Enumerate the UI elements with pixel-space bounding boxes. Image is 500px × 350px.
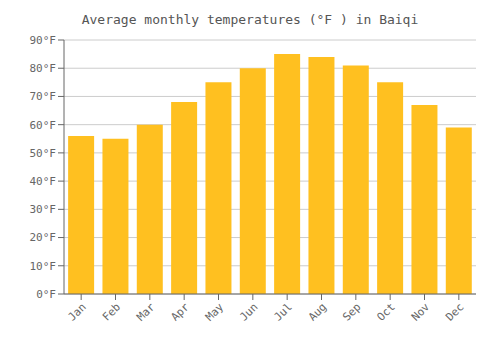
- svg-text:Oct: Oct: [375, 300, 398, 323]
- svg-text:May: May: [203, 300, 227, 324]
- svg-text:Aug: Aug: [306, 300, 329, 323]
- svg-text:80°F: 80°F: [30, 62, 57, 75]
- svg-text:30°F: 30°F: [30, 203, 57, 216]
- svg-text:Sep: Sep: [340, 300, 363, 323]
- svg-text:70°F: 70°F: [30, 90, 57, 103]
- svg-text:50°F: 50°F: [30, 147, 57, 160]
- svg-text:60°F: 60°F: [30, 119, 57, 132]
- svg-text:Jul: Jul: [272, 300, 295, 323]
- svg-text:10°F: 10°F: [30, 260, 57, 273]
- svg-text:40°F: 40°F: [30, 175, 57, 188]
- svg-text:Jan: Jan: [66, 300, 89, 323]
- html-text:Average monthly temperatures (: Average monthly temperatures (°F ) in Ba…: [81, 12, 419, 27]
- svg-text:Mar: Mar: [134, 300, 158, 324]
- svg-text:0°F: 0°F: [36, 288, 56, 301]
- svg-text:Dec: Dec: [443, 300, 466, 323]
- svg-text:Apr: Apr: [169, 300, 193, 324]
- svg-text:Feb: Feb: [100, 300, 123, 323]
- svg-text:20°F: 20°F: [30, 231, 57, 244]
- svg-text:90°F: 90°F: [30, 34, 57, 47]
- svg-text:Nov: Nov: [409, 300, 433, 324]
- svg-text:Jun: Jun: [237, 300, 260, 323]
